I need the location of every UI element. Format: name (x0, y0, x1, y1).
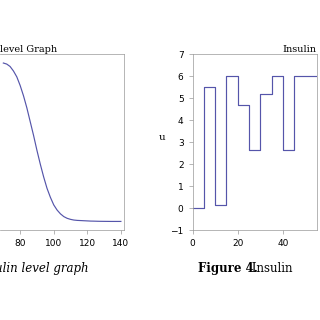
Text: Insulin: Insulin (283, 44, 317, 54)
Text: Insulin: Insulin (248, 262, 292, 276)
Text: Figure 4.: Figure 4. (198, 262, 258, 276)
Text: ulin level graph: ulin level graph (0, 262, 88, 276)
Text: level Graph: level Graph (0, 44, 57, 54)
Y-axis label: u: u (159, 133, 165, 142)
